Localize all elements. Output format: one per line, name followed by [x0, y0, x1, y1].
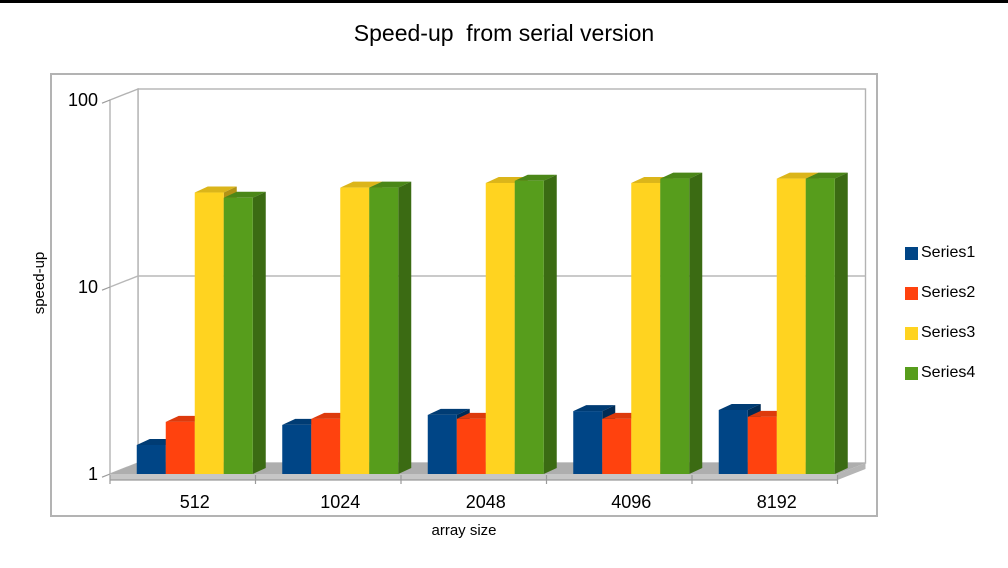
bar-series3-512 [194, 192, 224, 474]
bar-series3-4096 [631, 182, 661, 474]
bar-side-series4 [834, 172, 848, 474]
x-category-label: 8192 [757, 492, 797, 512]
top-border-bar [0, 0, 1008, 3]
legend-swatch-series4 [905, 366, 918, 380]
x-axis-title: array size [431, 522, 497, 539]
bar-series2-2048 [456, 418, 486, 474]
bar-side-series4 [543, 174, 557, 474]
bar-top-series4 [223, 191, 266, 198]
bar-series3-1024 [340, 187, 370, 474]
chart-3d-scene: 1 10 100 512 1024 2048 4096 8192 [68, 87, 867, 512]
bar-top-series4 [514, 174, 557, 181]
bar-series2-8192 [747, 416, 777, 474]
bar-series1-8192 [718, 409, 748, 474]
bar-series4-1024 [369, 187, 399, 474]
floor-front [110, 474, 838, 480]
bar-series4-8192 [805, 178, 835, 474]
bar-top-series1 [573, 405, 616, 412]
legend-swatch-series2 [905, 286, 918, 300]
bar-series3-8192 [776, 178, 806, 474]
legend-label-series1: Series1 [921, 244, 976, 261]
bar-top-series4 [369, 181, 412, 188]
bar-series1-2048 [427, 414, 457, 474]
bar-series2-1024 [311, 418, 341, 474]
bar-series4-512 [223, 197, 253, 474]
legend-label-series3: Series3 [921, 324, 976, 341]
y-tick-label: 10 [78, 277, 98, 297]
x-category-label: 512 [180, 492, 210, 512]
bar-top-series1 [427, 408, 470, 415]
y-axis-tick [101, 473, 111, 478]
chart-legend: Series1 Series2 Series3 Series4 [905, 244, 975, 382]
bar-top-series3 [194, 186, 237, 193]
x-category-label: 1024 [320, 492, 360, 512]
bar-series2-512 [165, 421, 195, 474]
chart-frame: 1 10 100 512 1024 2048 4096 8192 [50, 73, 878, 517]
legend-item-series2: Series2 [905, 284, 975, 302]
bar-side-series4 [398, 181, 412, 474]
legend-label-series4: Series4 [921, 364, 976, 381]
x-category-label: 4096 [611, 492, 651, 512]
legend-item-series4: Series4 [905, 364, 975, 382]
bar-series1-4096 [573, 411, 603, 474]
legend-swatch-series3 [905, 326, 918, 340]
legend-item-series3: Series3 [905, 324, 975, 342]
chart-title: Speed-up from serial version [353, 20, 655, 46]
y-axis-tick [101, 99, 111, 104]
y-axis-tick [101, 286, 111, 291]
bar-series1-512 [136, 444, 166, 474]
gridline-10 [109, 275, 866, 288]
bar-top-series3 [776, 172, 819, 179]
bar-top-series4 [660, 172, 703, 179]
bar-series4-4096 [660, 178, 690, 474]
legend-label-series2: Series2 [921, 284, 976, 301]
y-tick-label: 1 [88, 464, 98, 484]
bar-top-series1 [718, 403, 761, 410]
bar-top-series3 [340, 181, 383, 188]
y-axis-title: speed-up [31, 251, 48, 315]
bar-side-series4 [689, 172, 703, 474]
bar-top-series4 [805, 172, 848, 179]
x-category-label: 2048 [466, 492, 506, 512]
bar-series3-2048 [485, 182, 515, 474]
legend-item-series1: Series1 [905, 244, 975, 262]
bar-side-series4 [252, 191, 266, 474]
legend-swatch-series1 [905, 246, 918, 260]
bar-series2-4096 [602, 418, 632, 474]
y-tick-label: 100 [68, 90, 98, 110]
bar-series4-2048 [514, 180, 544, 474]
bar-series1-1024 [282, 424, 312, 474]
floor-side [837, 463, 866, 480]
